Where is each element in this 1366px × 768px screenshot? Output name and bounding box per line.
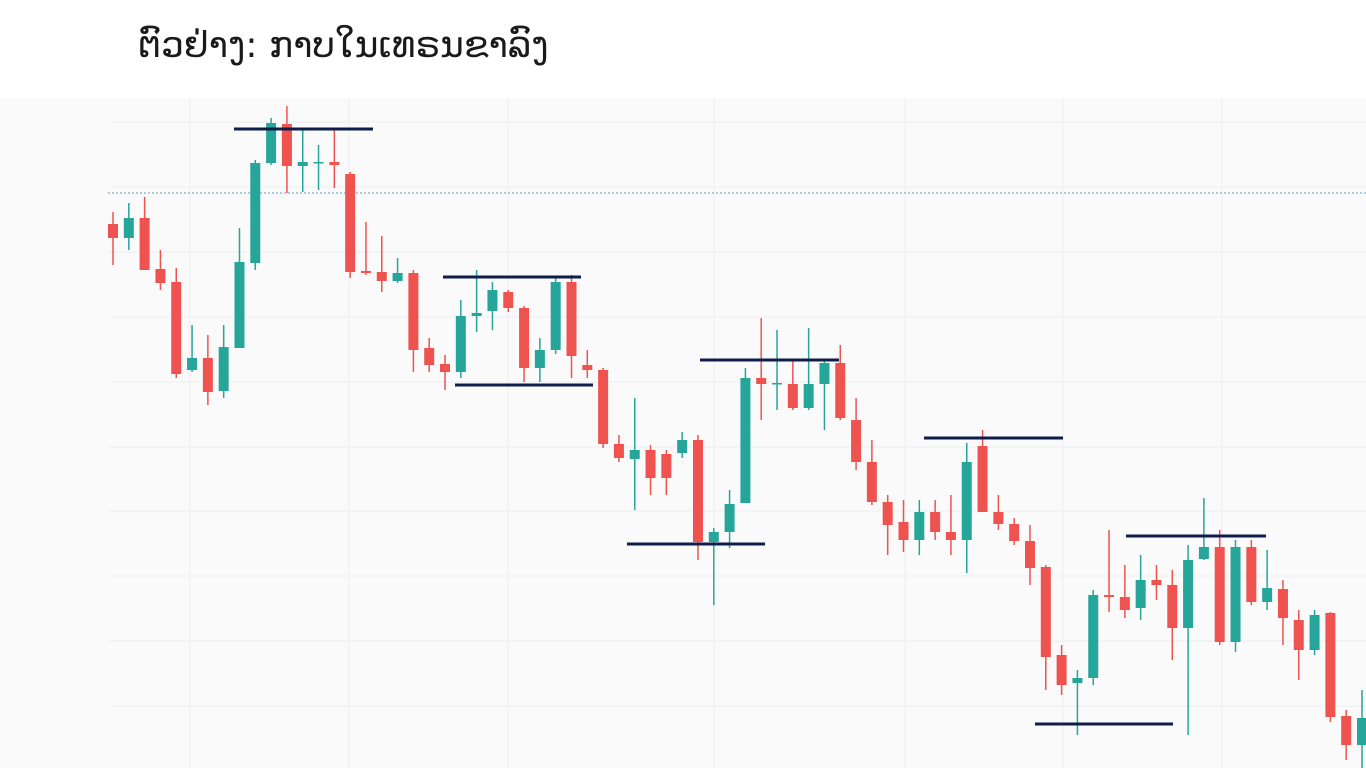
candle-body	[1309, 615, 1320, 650]
candle-body	[1277, 589, 1288, 618]
candle-body	[772, 383, 783, 385]
candle-body	[787, 384, 798, 408]
candle-body	[234, 262, 245, 348]
candle-body	[281, 124, 292, 166]
candle-body	[424, 348, 435, 365]
candle-body	[1056, 655, 1067, 685]
candle-body	[139, 218, 150, 270]
candle-body	[851, 420, 862, 462]
candle-body	[977, 446, 988, 512]
candle-body	[1214, 547, 1225, 642]
candle-body	[566, 282, 577, 356]
candle-body	[1183, 560, 1194, 628]
candle-body	[692, 440, 703, 542]
candle-body	[835, 363, 846, 418]
plot-background	[0, 98, 1366, 768]
candle-body	[1167, 585, 1178, 628]
candle-body	[1072, 678, 1083, 683]
candle-body	[534, 350, 545, 368]
candle-body	[740, 378, 751, 503]
candle-body	[376, 272, 387, 281]
candle-body	[1151, 580, 1162, 585]
candle-body	[519, 308, 530, 368]
candle-body	[266, 123, 277, 163]
candle-body	[297, 162, 308, 166]
candle-body	[345, 174, 356, 272]
candle-body	[487, 290, 498, 311]
candle-body	[598, 370, 609, 444]
candle-body	[1024, 541, 1035, 568]
candle-body	[1325, 613, 1336, 717]
candle-body	[313, 162, 324, 164]
candle-body	[819, 363, 830, 384]
candle-body	[898, 522, 909, 540]
candle-body	[1088, 595, 1099, 678]
candle-body	[945, 532, 956, 540]
candle-body	[582, 365, 593, 370]
candle-body	[471, 313, 482, 316]
candle-body	[882, 502, 893, 525]
candle-body	[329, 162, 340, 165]
candle-body	[961, 462, 972, 540]
candle-body	[408, 273, 419, 350]
candle-body	[1135, 580, 1146, 608]
candle-body	[455, 316, 466, 372]
candle-body	[613, 444, 624, 458]
candle-body	[677, 440, 688, 453]
candle-body	[661, 454, 672, 478]
candle-body	[1262, 588, 1273, 602]
candle-body	[866, 462, 877, 502]
candle-body	[1040, 567, 1051, 657]
candle-body	[724, 504, 735, 532]
candle-body	[155, 269, 166, 283]
candle-body	[1341, 716, 1352, 745]
candle-body	[645, 450, 656, 478]
levels	[234, 127, 1266, 726]
chart-title: ຕົວຢ່າງ: ກາບໃນເທຣນຂາລົງ	[138, 25, 549, 66]
candle-body	[1104, 595, 1115, 597]
candle-body	[108, 224, 118, 238]
candle-body	[708, 532, 719, 542]
candle-body	[218, 347, 229, 391]
candle-body	[629, 450, 640, 459]
candle-body	[1246, 547, 1257, 602]
candle-body	[1009, 524, 1020, 541]
candle-body	[1293, 620, 1304, 650]
candle-body	[930, 512, 941, 532]
candle-body	[756, 378, 767, 384]
candle-body	[503, 292, 514, 308]
candle-body	[1198, 547, 1209, 559]
candle-body	[171, 282, 182, 374]
candle-body	[1357, 718, 1366, 745]
candle-body	[440, 364, 451, 372]
candle-body	[187, 358, 198, 370]
candle-body	[1230, 547, 1241, 642]
candle-body	[550, 282, 561, 350]
candle-body	[202, 358, 213, 392]
candle-body	[1119, 597, 1130, 610]
candle-body	[993, 512, 1004, 524]
candles	[108, 106, 1366, 768]
candle-body	[803, 384, 814, 408]
candle-body	[123, 218, 134, 238]
candle-body	[392, 273, 403, 281]
candle-body	[914, 512, 925, 540]
candle-body	[250, 163, 261, 263]
candle-body	[360, 271, 371, 273]
